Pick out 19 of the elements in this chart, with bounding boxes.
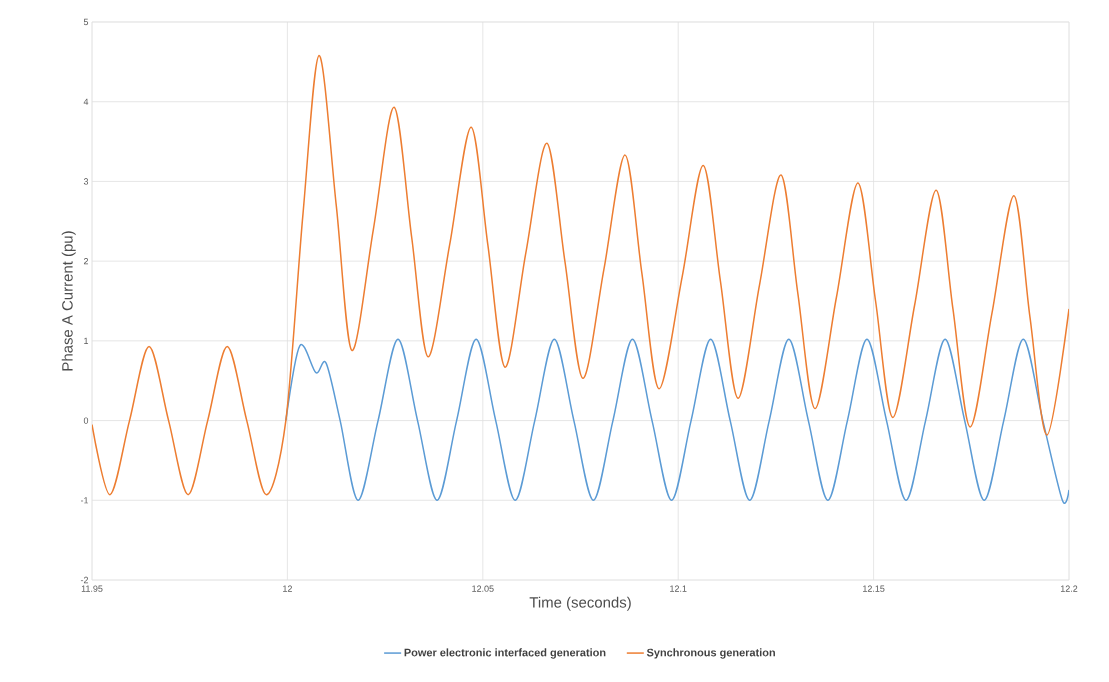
legend-label: Synchronous generation <box>646 648 775 659</box>
x-tick-label: 12.15 <box>863 585 885 592</box>
x-axis-title: Time (seconds) <box>529 596 631 611</box>
y-tick-label: 1 <box>84 337 89 344</box>
y-axis-title: Phase A Current (pu) <box>61 231 76 371</box>
x-tick-label: 12 <box>283 585 292 592</box>
y-tick-label: -2 <box>80 576 89 584</box>
y-tick-label: 3 <box>83 178 89 185</box>
y-tick-label: 0 <box>83 417 89 424</box>
y-tick-label: 4 <box>83 98 89 105</box>
y-tick-label: 5 <box>83 18 89 26</box>
y-tick-label: -1 <box>80 497 89 504</box>
x-tick-label: 12.2 <box>1060 585 1078 592</box>
x-tick-label: 12.05 <box>472 585 494 592</box>
legend-label: Power electronic interfaced generation <box>404 648 606 659</box>
x-tick-label: 11.95 <box>81 585 103 592</box>
line-series <box>92 54 1070 496</box>
y-tick-label: 2 <box>83 258 89 265</box>
x-tick-label: 12.1 <box>670 585 687 592</box>
